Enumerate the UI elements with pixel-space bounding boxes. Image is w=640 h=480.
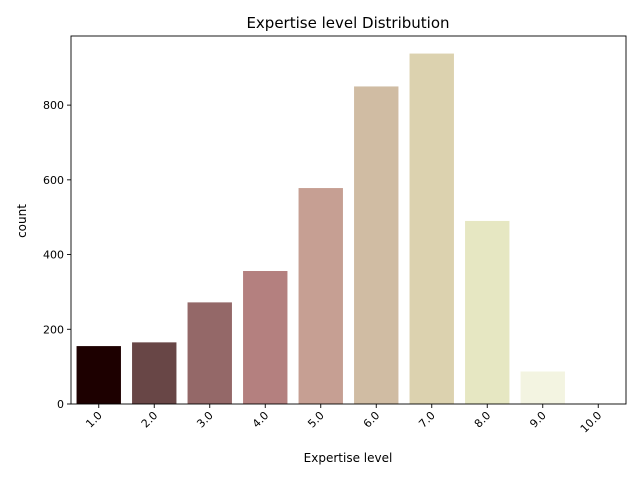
- y-tick-label: 800: [43, 99, 64, 112]
- x-tick-label: 5.0: [305, 409, 327, 431]
- bar-2.0: [132, 342, 177, 404]
- x-tick-label: 4.0: [250, 409, 272, 431]
- x-tick-label: 10.0: [578, 409, 605, 436]
- x-tick-label: 2.0: [139, 409, 161, 431]
- y-tick-label: 600: [43, 174, 64, 187]
- bar-3.0: [187, 302, 232, 404]
- bar-9.0: [520, 371, 565, 404]
- y-axis-ticks: 0 200 400 600 800: [43, 99, 71, 411]
- bar-6.0: [354, 86, 399, 404]
- x-tick-label: 6.0: [361, 409, 383, 431]
- bar-4.0: [243, 270, 288, 404]
- x-tick-label: 3.0: [194, 409, 216, 431]
- x-axis-label: Expertise level: [304, 451, 393, 465]
- x-tick-label: 9.0: [527, 409, 549, 431]
- bar-8.0: [465, 220, 510, 404]
- bar-7.0: [409, 53, 454, 405]
- x-axis-ticks: 1.0 2.0 3.0 4.0 5.0 6.0 7.0 8.0 9.0 10.0: [83, 404, 604, 435]
- axes-frame: [70, 35, 627, 405]
- bar-1.0: [76, 346, 121, 404]
- bars-group: [76, 53, 621, 405]
- bar-5.0: [298, 188, 343, 404]
- x-tick-label: 8.0: [472, 409, 494, 431]
- y-tick-label: 0: [57, 398, 64, 411]
- y-tick-label: 200: [43, 323, 64, 336]
- x-tick-label: 7.0: [416, 409, 438, 431]
- y-axis-label: count: [15, 204, 29, 238]
- x-tick-label: 1.0: [83, 409, 105, 431]
- y-tick-label: 400: [43, 249, 64, 262]
- chart-title: Expertise level Distribution: [246, 14, 449, 32]
